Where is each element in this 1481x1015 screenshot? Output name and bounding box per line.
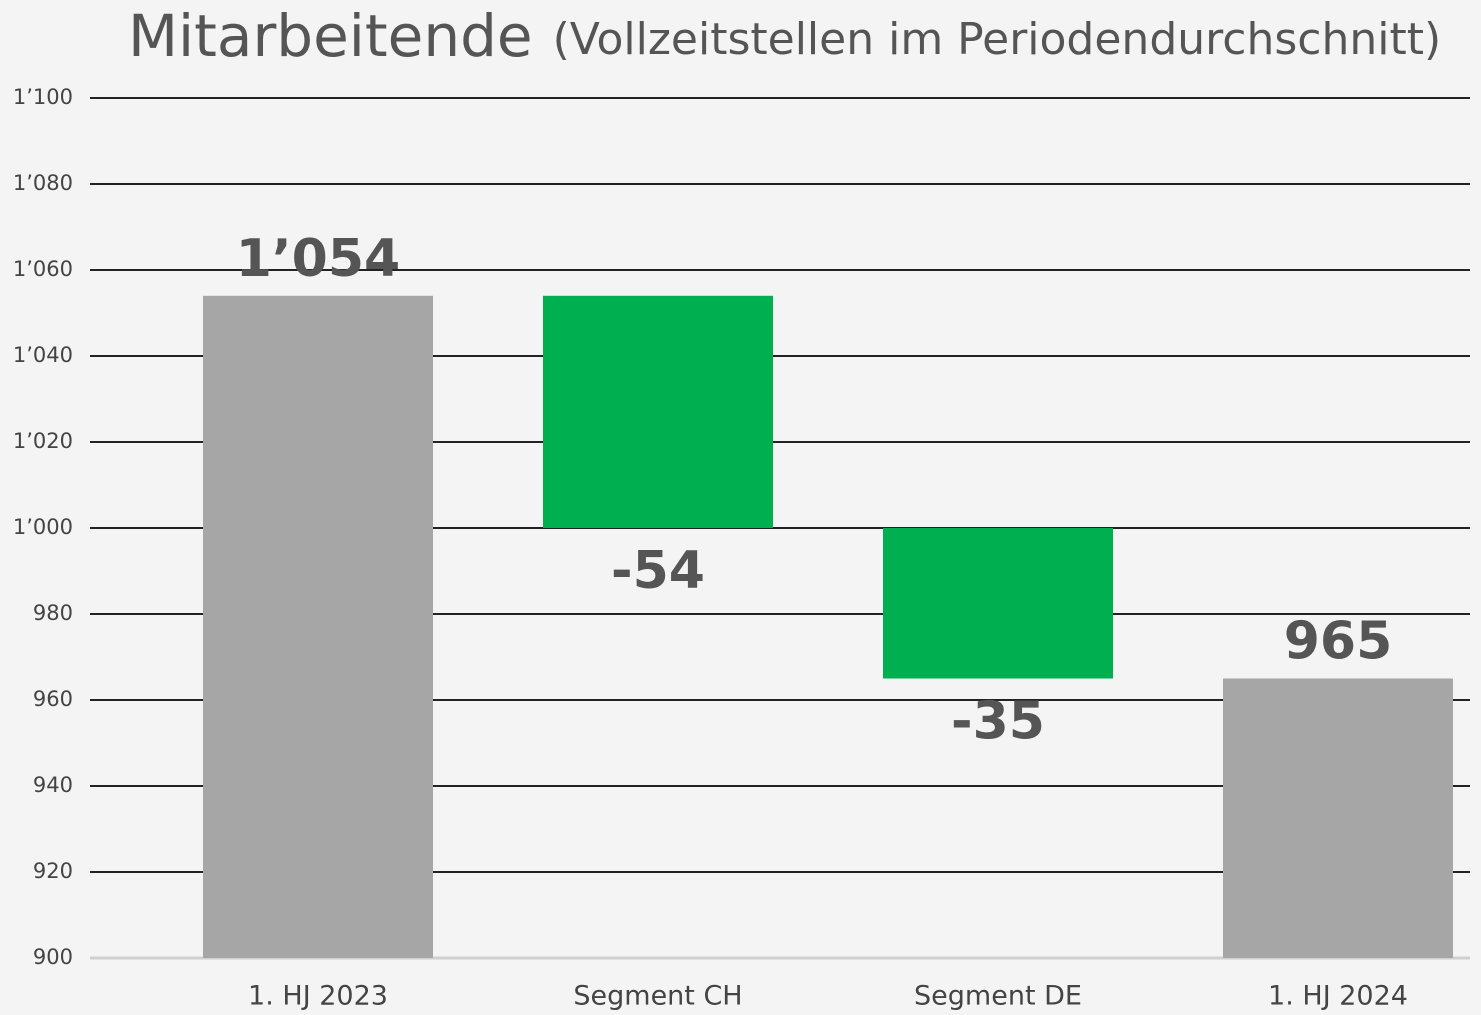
bar: [883, 528, 1113, 679]
value-label: 1’054: [236, 229, 400, 289]
bar: [543, 295, 773, 528]
y-tick-label: 1’060: [13, 257, 73, 281]
x-tick-label: 1. HJ 2023: [248, 981, 388, 1012]
value-label: -35: [951, 692, 1045, 752]
value-label: 965: [1284, 612, 1393, 672]
x-tick-label: Segment DE: [914, 981, 1082, 1012]
y-tick-label: 1’020: [13, 429, 73, 453]
y-tick-label: 900: [33, 945, 73, 969]
y-tick-label: 920: [33, 859, 73, 883]
y-tick-label: 1’080: [13, 171, 73, 195]
x-tick-label: Segment CH: [573, 981, 742, 1012]
y-tick-label: 940: [33, 773, 73, 797]
value-label: -54: [611, 541, 705, 601]
y-tick-label: 1’100: [13, 85, 73, 109]
chart-title: Mitarbeitende: [128, 2, 533, 70]
bar: [203, 295, 433, 958]
y-tick-label: 1’000: [13, 515, 73, 539]
y-tick-label: 980: [33, 601, 73, 625]
bar: [1223, 678, 1453, 958]
y-tick-label: 1’040: [13, 343, 73, 367]
x-tick-label: 1. HJ 2024: [1268, 981, 1408, 1012]
y-tick-label: 960: [33, 687, 73, 711]
chart-subtitle: (Vollzeitstellen im Periodendurchschnitt…: [553, 14, 1442, 65]
